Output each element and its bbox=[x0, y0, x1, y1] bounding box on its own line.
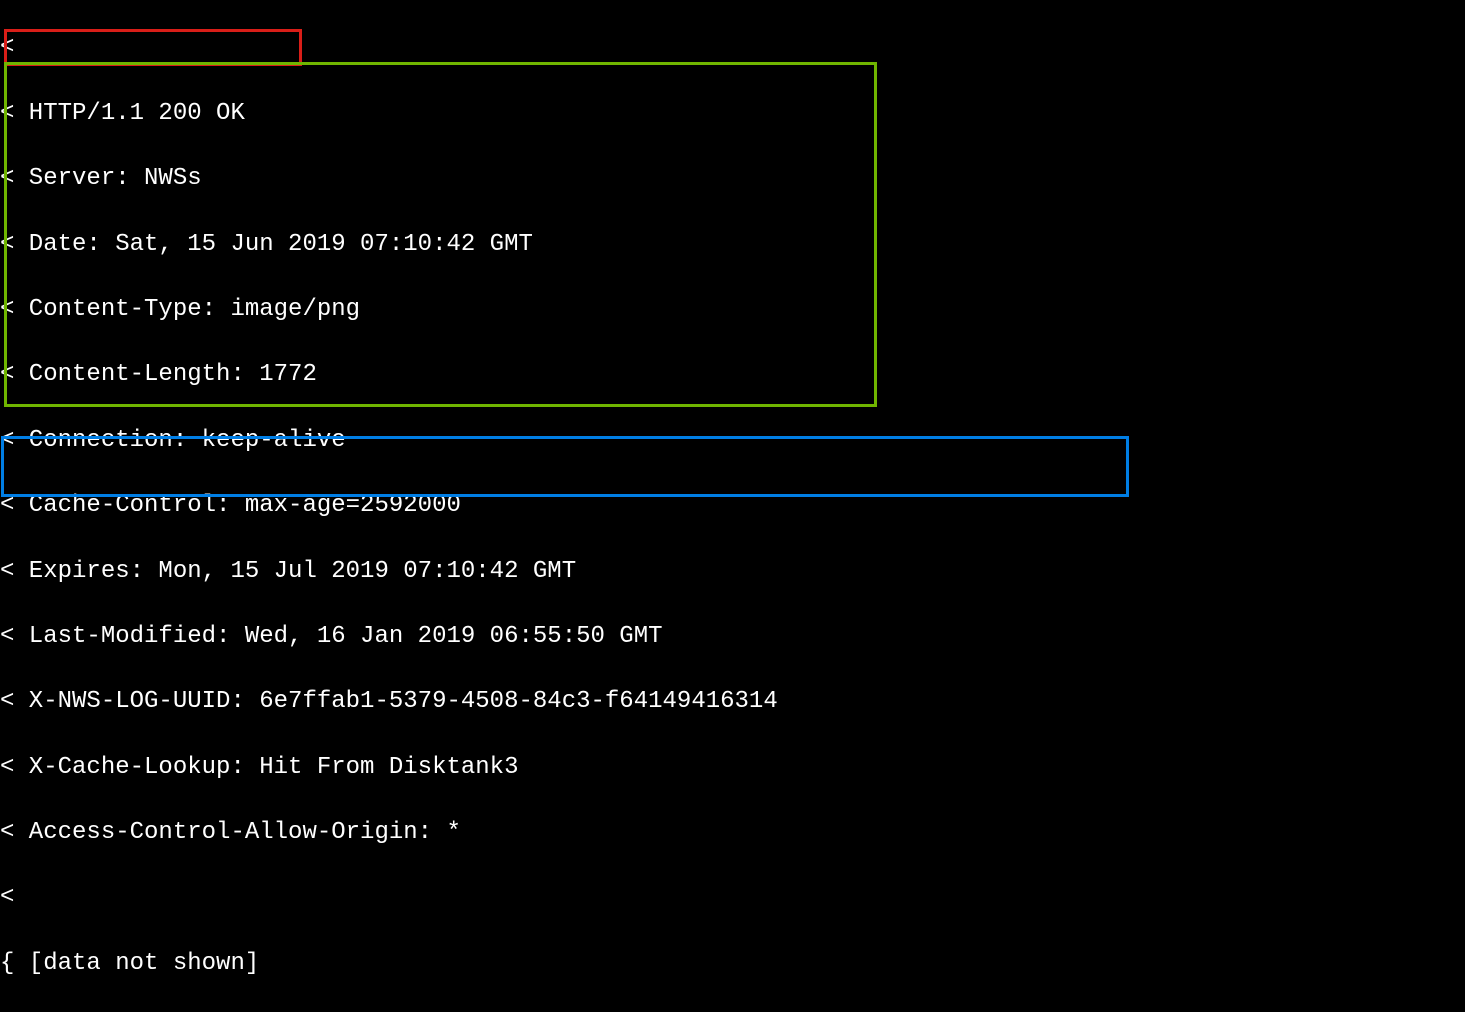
header-cache-control: < Cache-Control: max-age=2592000 bbox=[0, 490, 1465, 523]
header-last-modified: < Last-Modified: Wed, 16 Jan 2019 06:55:… bbox=[0, 621, 1465, 654]
output-line: < bbox=[0, 32, 1465, 65]
header-content-length: < Content-Length: 1772 bbox=[0, 359, 1465, 392]
terminal-output: < < HTTP/1.1 200 OK < Server: NWSs < Dat… bbox=[0, 0, 1465, 1012]
header-server: < Server: NWSs bbox=[0, 163, 1465, 196]
http-status-line: < HTTP/1.1 200 OK bbox=[0, 98, 1465, 131]
header-access-control: < Access-Control-Allow-Origin: * bbox=[0, 817, 1465, 850]
header-content-type: < Content-Type: image/png bbox=[0, 294, 1465, 327]
header-log-uuid: < X-NWS-LOG-UUID: 6e7ffab1-5379-4508-84c… bbox=[0, 686, 1465, 719]
header-expires: < Expires: Mon, 15 Jul 2019 07:10:42 GMT bbox=[0, 556, 1465, 589]
header-connection: < Connection: keep-alive bbox=[0, 425, 1465, 458]
header-date: < Date: Sat, 15 Jun 2019 07:10:42 GMT bbox=[0, 229, 1465, 262]
output-line: < bbox=[0, 882, 1465, 915]
header-cache-lookup: < X-Cache-Lookup: Hit From Disktank3 bbox=[0, 752, 1465, 785]
data-not-shown-line: { [data not shown] bbox=[0, 948, 1465, 981]
